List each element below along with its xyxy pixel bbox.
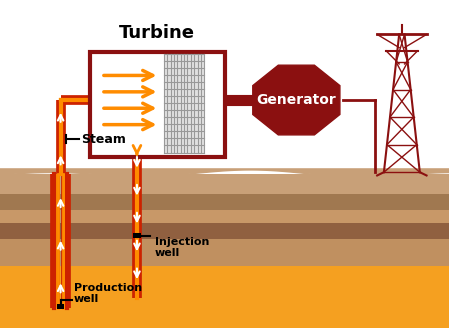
- Text: Turbine: Turbine: [119, 24, 195, 42]
- Text: Injection
well: Injection well: [155, 237, 209, 258]
- Text: Generator: Generator: [256, 93, 336, 107]
- Text: Steam: Steam: [81, 133, 126, 146]
- Bar: [0, 194, 449, 210]
- Bar: [0, 174, 449, 194]
- Bar: [0, 239, 449, 266]
- Bar: [133, 233, 141, 238]
- Bar: [57, 304, 64, 309]
- Polygon shape: [253, 65, 340, 135]
- Bar: [0, 223, 449, 239]
- Bar: [164, 54, 204, 153]
- Bar: [90, 52, 224, 157]
- Bar: [0, 210, 449, 223]
- Text: Production
well: Production well: [74, 283, 142, 304]
- Bar: [0, 266, 449, 328]
